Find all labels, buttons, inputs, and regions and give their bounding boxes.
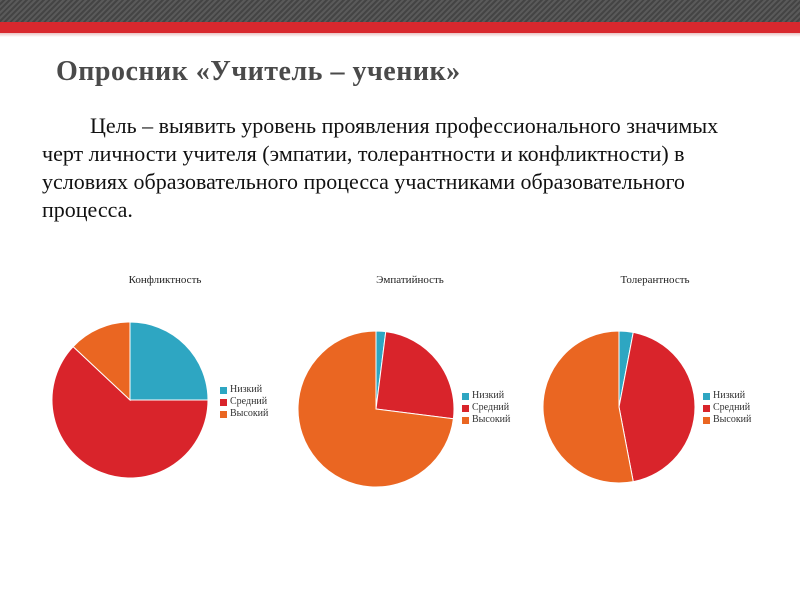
legend-item: Низкий: [703, 390, 751, 402]
legend-swatch: [220, 398, 227, 406]
legend-item: Высокий: [220, 408, 268, 420]
legend-label: Высокий: [472, 414, 511, 425]
legend-label: Низкий: [230, 384, 263, 395]
pie-chart-tolerance: Толерантность Низкий Средний Высокий: [535, 274, 785, 504]
legend-swatch: [220, 410, 227, 418]
legend-label: Низкий: [713, 390, 746, 401]
chart-legend: Низкий Средний Высокий: [462, 390, 510, 426]
header-shadow: [0, 33, 800, 37]
legend-swatch: [462, 392, 469, 400]
legend-label: Средний: [713, 402, 751, 413]
slide-body-text: Цель – выявить уровень проявления профес…: [42, 113, 719, 222]
chart-legend: Низкий Средний Высокий: [220, 384, 268, 420]
chart-title: Конфликтность: [128, 274, 202, 286]
slice-low: [129, 321, 209, 401]
pie-svg: [542, 330, 696, 484]
legend-item: Низкий: [462, 390, 510, 402]
pie-chart-conflict: Конфликтность Низкий Средний Высокий: [40, 274, 290, 504]
legend-swatch: [703, 416, 710, 424]
legend-item: Средний: [462, 402, 510, 414]
slide-title: Опросник «Учитель – ученик»: [56, 56, 461, 87]
legend-swatch: [703, 392, 710, 400]
chart-title: Толерантность: [620, 274, 690, 286]
header-dark-stripe: [0, 0, 800, 22]
legend-label: Высокий: [713, 414, 752, 425]
slice-mid: [375, 331, 455, 420]
slide-header-band: [0, 0, 800, 37]
legend-item: Низкий: [220, 384, 268, 396]
slice-mid: [51, 345, 209, 479]
legend-swatch: [703, 404, 710, 412]
legend-swatch: [462, 404, 469, 412]
header-red-stripe: [0, 22, 800, 33]
legend-label: Низкий: [472, 390, 505, 401]
legend-swatch: [220, 386, 227, 394]
chart-legend: Низкий Средний Высокий: [703, 390, 751, 426]
slice-high: [542, 330, 634, 484]
chart-title: Эмпатийность: [376, 274, 444, 286]
legend-label: Средний: [230, 396, 268, 407]
pie-chart-empathy: Эмпатийность Низкий Средний Высокий: [290, 274, 540, 504]
legend-item: Высокий: [462, 414, 510, 426]
legend-label: Средний: [472, 402, 510, 413]
legend-swatch: [462, 416, 469, 424]
slice-high: [72, 321, 131, 402]
pie-svg: [51, 321, 209, 479]
pie-svg: [297, 330, 455, 488]
legend-label: Высокий: [230, 408, 269, 419]
legend-item: Средний: [703, 402, 751, 414]
legend-item: Высокий: [703, 414, 751, 426]
slice-high: [297, 330, 454, 488]
legend-item: Средний: [220, 396, 268, 408]
slice-mid: [618, 331, 696, 483]
